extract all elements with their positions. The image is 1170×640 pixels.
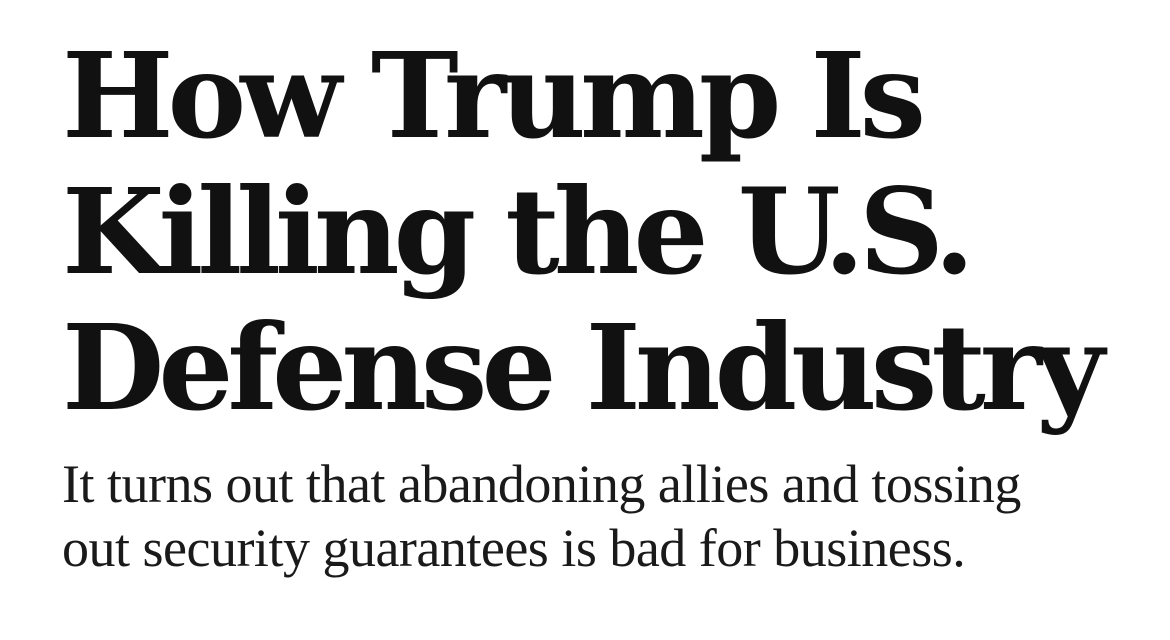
headline-line: Killing the U.S. [62,162,975,301]
headline-line: Defense Industry [62,298,1105,437]
article-header: How Trump Is Killing the U.S. Defense In… [62,28,1142,628]
subheadline: It turns out that abandoning allies and … [62,452,1142,580]
subheadline-line: It turns out that abandoning allies and … [62,454,1021,514]
subheadline-line: out security guarantees is bad for busin… [62,518,966,578]
headline: How Trump Is Killing the U.S. Defense In… [62,28,1142,436]
headline-line: How Trump Is [62,26,926,165]
